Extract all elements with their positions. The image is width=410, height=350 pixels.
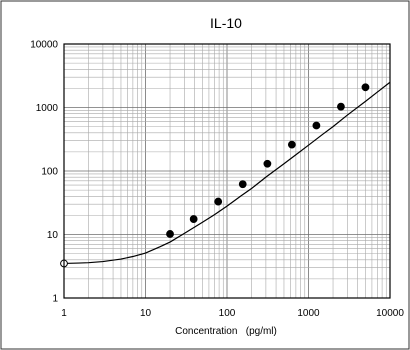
fit-curve	[63, 81, 391, 265]
data-point	[238, 180, 247, 189]
x-tick-label: 1	[61, 308, 67, 319]
y-tick-label: 10000	[30, 40, 58, 51]
marker-layer	[60, 83, 370, 268]
y-tick-label: 1	[52, 294, 58, 305]
data-point	[263, 159, 272, 168]
x-axis-label: Concentration (pg/ml)	[175, 326, 277, 337]
grid-layer	[63, 44, 390, 299]
chart-title: IL-10	[210, 15, 242, 31]
x-tick-label: 10	[140, 308, 152, 319]
data-point	[189, 215, 198, 223]
plot-border	[63, 43, 391, 299]
y-tick-labels: 1 10 100 1000 10000	[30, 40, 58, 305]
data-point	[337, 102, 345, 111]
y-tick-label: 1000	[36, 103, 59, 114]
curve-layer	[63, 81, 391, 265]
x-tick-labels: 1 10 100 1000 10000	[61, 308, 404, 319]
y-tick-label: 100	[41, 167, 58, 178]
x-tick-label: 1000	[297, 308, 320, 319]
data-point	[166, 230, 174, 238]
data-point	[312, 121, 321, 130]
x-tick-label: 100	[219, 308, 236, 319]
data-point	[287, 140, 296, 149]
y-tick-label: 10	[47, 230, 59, 241]
data-point	[214, 197, 223, 206]
x-tick-label: 10000	[376, 308, 404, 319]
data-point	[361, 83, 370, 92]
